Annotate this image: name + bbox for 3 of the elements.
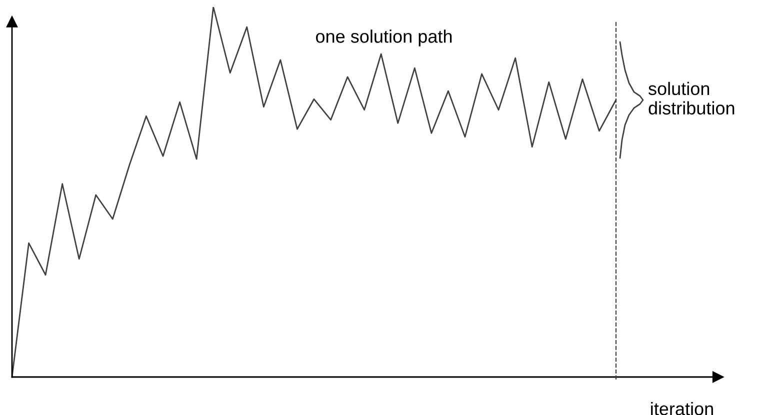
annotation: one solution path (316, 30, 452, 46)
text: solution distribution (648, 82, 734, 115)
x-axis-title: iteration (651, 402, 713, 415)
